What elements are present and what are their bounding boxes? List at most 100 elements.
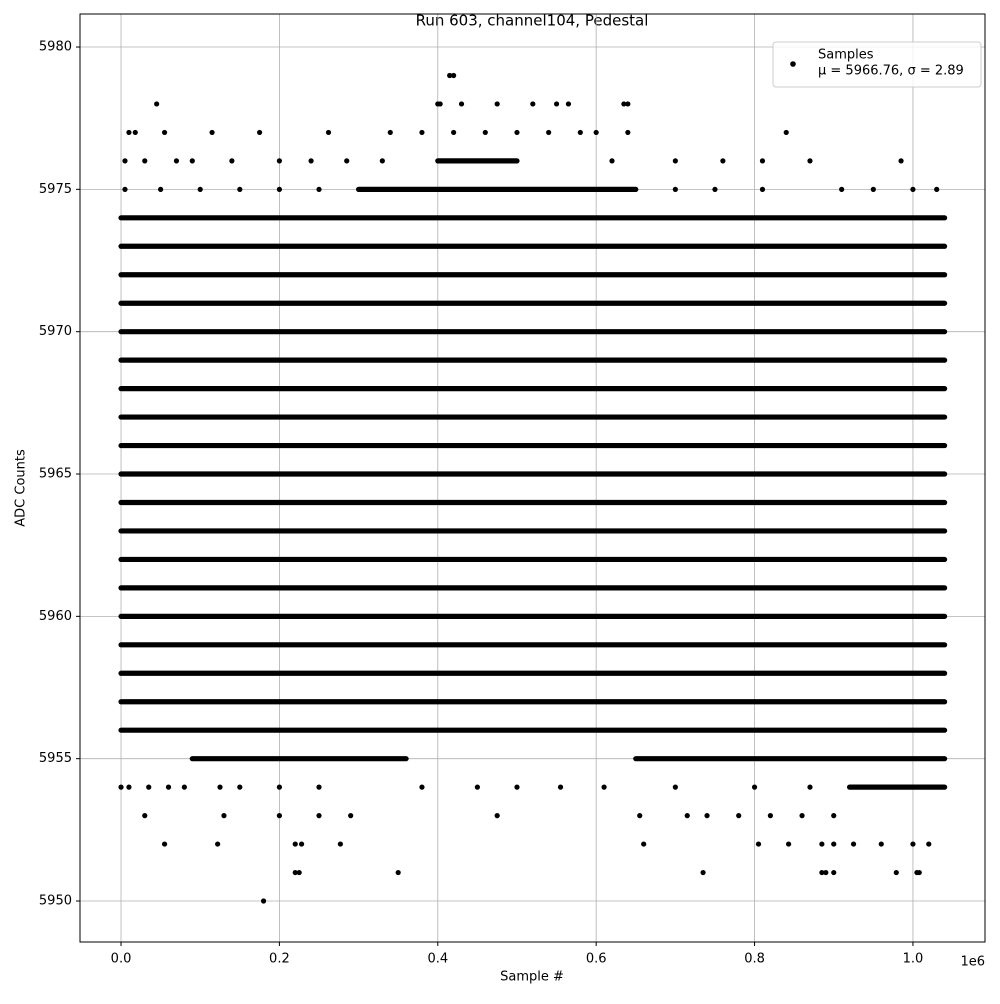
sample-point bbox=[514, 129, 520, 136]
sample-point bbox=[799, 813, 805, 819]
legend: Samples μ = 5966.76, σ = 2.89 bbox=[772, 41, 982, 88]
y-tick-label: 5965 bbox=[39, 467, 72, 482]
sample-point bbox=[122, 186, 128, 192]
sample-point bbox=[344, 158, 350, 164]
x-tick-label: 0.8 bbox=[744, 952, 765, 967]
x-tick-label: 0.4 bbox=[427, 952, 448, 967]
sample-point bbox=[348, 813, 354, 819]
y-tick-label: 5950 bbox=[39, 894, 72, 909]
sample-point bbox=[609, 158, 615, 164]
sample-point bbox=[625, 129, 631, 136]
sample-point bbox=[494, 101, 500, 107]
sample-point bbox=[154, 101, 160, 107]
sample-point bbox=[189, 158, 195, 164]
sample-point bbox=[379, 158, 385, 164]
sample-point bbox=[437, 101, 443, 107]
sample-point bbox=[893, 869, 899, 876]
sample-point bbox=[601, 784, 607, 790]
sample-point bbox=[759, 186, 766, 192]
sample-point bbox=[387, 129, 393, 136]
sample-point bbox=[215, 841, 221, 847]
sample-point bbox=[767, 813, 773, 819]
sample-point bbox=[621, 101, 627, 107]
sample-point bbox=[839, 186, 845, 192]
sample-point bbox=[173, 158, 180, 164]
sample-point bbox=[447, 72, 453, 79]
sample-point bbox=[759, 158, 766, 164]
sample-point bbox=[625, 101, 631, 107]
sample-point bbox=[704, 813, 710, 819]
sample-point bbox=[910, 841, 916, 847]
sample-point bbox=[934, 186, 940, 192]
sample-point bbox=[122, 158, 128, 164]
sample-point bbox=[514, 784, 520, 790]
axes-frame bbox=[79, 13, 986, 943]
sample-point bbox=[546, 129, 552, 136]
y-tick-label: 5970 bbox=[39, 324, 72, 339]
sample-point bbox=[142, 158, 148, 164]
sample-point bbox=[451, 129, 457, 136]
x-axis-label: Sample # bbox=[500, 970, 564, 985]
x-tick-label: 0.6 bbox=[586, 952, 607, 967]
sample-point bbox=[565, 101, 572, 107]
legend-label: Samples bbox=[818, 48, 874, 63]
x-tick-label: 0.0 bbox=[111, 952, 132, 967]
sample-point bbox=[870, 186, 876, 192]
sample-point bbox=[850, 841, 857, 847]
sample-point bbox=[325, 129, 332, 136]
sample-point bbox=[126, 129, 132, 136]
legend-box bbox=[772, 41, 982, 88]
sample-point bbox=[276, 813, 283, 819]
sample-point bbox=[181, 784, 187, 790]
sample-point bbox=[557, 784, 564, 790]
sample-point bbox=[530, 101, 536, 107]
sample-point bbox=[916, 869, 922, 876]
sample-point bbox=[577, 129, 583, 136]
sample-point bbox=[292, 841, 298, 847]
sample-point bbox=[720, 158, 726, 164]
x-tick-label: 1.0 bbox=[903, 952, 924, 967]
sample-point bbox=[161, 129, 168, 136]
sample-point bbox=[494, 813, 500, 819]
sample-point bbox=[229, 158, 235, 164]
sample-point bbox=[142, 813, 148, 819]
sample-point bbox=[276, 158, 283, 164]
sample-point bbox=[898, 158, 904, 164]
sample-point bbox=[298, 841, 305, 847]
sample-point bbox=[807, 784, 813, 790]
sample-point bbox=[458, 101, 465, 107]
sample-point bbox=[308, 158, 314, 164]
sample-point bbox=[419, 784, 425, 790]
sample-point bbox=[910, 186, 916, 192]
legend-stats: μ = 5966.76, σ = 2.89 bbox=[818, 64, 964, 79]
sample-point bbox=[926, 841, 932, 847]
x-offset-label: 1e6 bbox=[960, 955, 985, 970]
sample-point bbox=[672, 158, 678, 164]
sample-point bbox=[831, 813, 837, 819]
sample-point bbox=[257, 129, 263, 136]
chart-title: Run 603, channel104, Pedestal bbox=[416, 12, 649, 30]
sample-point bbox=[641, 841, 647, 847]
sample-point bbox=[637, 813, 643, 819]
sample-point bbox=[807, 158, 813, 164]
sample-point bbox=[474, 784, 480, 790]
sample-point bbox=[158, 186, 164, 192]
sample-point bbox=[736, 813, 742, 819]
sample-point bbox=[292, 869, 298, 876]
sample-point bbox=[165, 784, 172, 790]
sample-point bbox=[161, 841, 168, 847]
sample-point bbox=[831, 869, 837, 876]
sample-point bbox=[217, 784, 223, 790]
sample-point bbox=[684, 813, 690, 819]
sample-point bbox=[395, 869, 401, 876]
sample-point bbox=[783, 129, 789, 136]
sample-point bbox=[593, 129, 599, 136]
sample-point bbox=[237, 784, 243, 790]
sample-point bbox=[672, 186, 678, 192]
sample-point bbox=[221, 813, 227, 819]
sample-point bbox=[337, 841, 343, 847]
sample-point bbox=[451, 72, 457, 79]
sample-point bbox=[419, 129, 425, 136]
sample-point bbox=[209, 129, 215, 136]
sample-point bbox=[132, 129, 138, 136]
